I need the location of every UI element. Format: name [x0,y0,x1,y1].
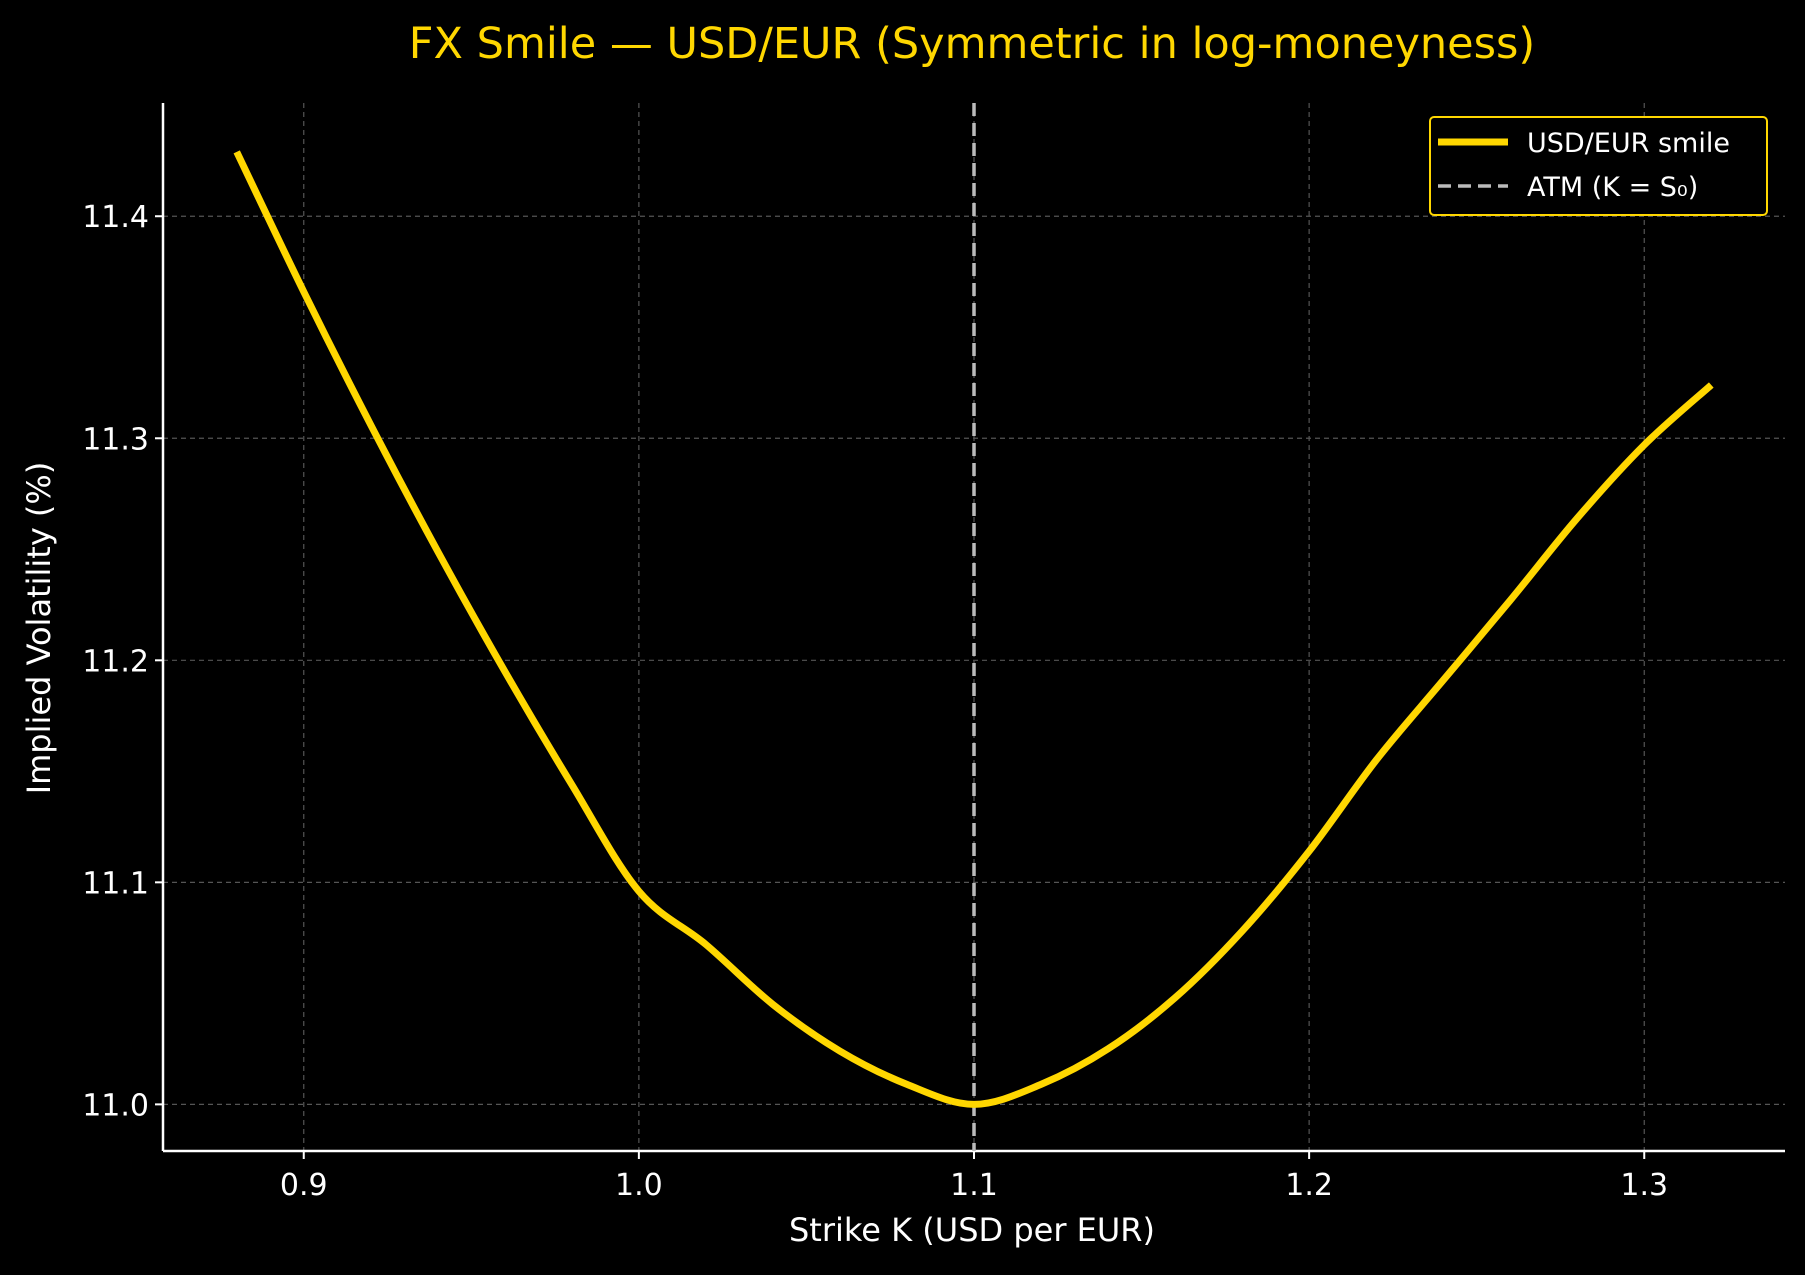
series-layer [233,103,1714,1151]
legend-label-smile: USD/EUR smile [1527,128,1730,159]
x-tick-label: 0.9 [280,1168,328,1203]
x-axis-label: Strike K (USD per EUR) [789,1211,1155,1249]
x-tick-label: 1.1 [950,1168,998,1203]
legend-label-atm: ATM (K = S₀) [1527,172,1698,203]
y-axis-label: Implied Volatility (%) [20,462,58,795]
legend: USD/EUR smile ATM (K = S₀) [1429,116,1768,216]
x-tick-label: 1.2 [1285,1168,1333,1203]
axis-ticks: 0.9 1.0 1.1 1.2 1.3 11.0 11.1 11.2 11.3 11.4 [82,200,1668,1203]
y-tick-label: 11.3 [82,422,149,457]
chart-title: FX Smile — USD/EUR (Symmetric in log-mon… [409,19,1535,69]
x-tick-label: 1.0 [615,1168,663,1203]
legend-box [1429,116,1768,216]
x-tick-label: 1.3 [1620,1168,1668,1203]
y-tick-label: 11.2 [82,644,149,679]
y-tick-label: 11.1 [82,866,149,901]
smile-curve [233,150,1714,1108]
y-tick-label: 11.4 [82,200,149,235]
y-tick-label: 11.0 [82,1088,149,1123]
